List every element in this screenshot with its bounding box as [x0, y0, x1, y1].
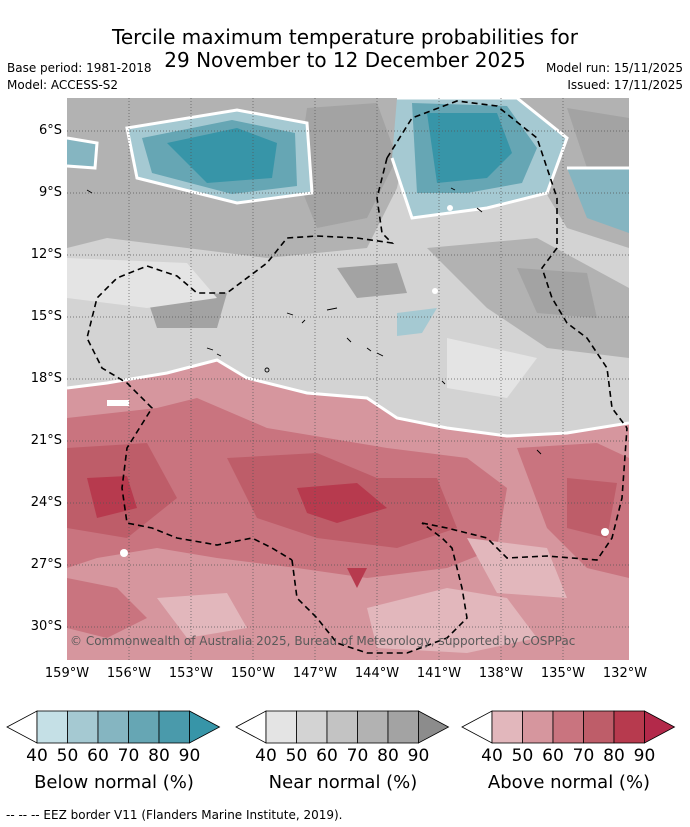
lon-label: 159°W [44, 666, 90, 681]
lon-label: 150°W [230, 666, 276, 681]
colorbar-tick-label: 60 [542, 746, 564, 766]
colorbar-above [461, 710, 676, 744]
colorbar-tick-label: 90 [633, 746, 656, 766]
colorbar-tick-label: 90 [178, 746, 201, 766]
colorbar-tick-label: 80 [377, 746, 399, 766]
colorbar-tick-label: 70 [117, 746, 140, 766]
colorbar-tick-label: 60 [87, 746, 109, 766]
lat-label: 24°S [30, 495, 62, 510]
colorbar-segment [552, 710, 584, 744]
lon-label: 147°W [292, 666, 338, 681]
colorbar-segment [296, 710, 328, 744]
above-normal-low [157, 538, 567, 653]
colorbar-tick-label: 60 [316, 746, 338, 766]
lat-label: 18°S [30, 371, 62, 386]
colorbar-segment [128, 710, 160, 744]
colorbar-above-label: Above normal (%) [487, 772, 651, 793]
colorbar-segment [461, 710, 493, 744]
lat-label: 27°S [30, 557, 62, 572]
small-white-patches [107, 205, 609, 557]
colorbars-svg [6, 710, 676, 744]
below-normal-north [392, 98, 629, 336]
base-period: Base period: 1981-2018 [7, 61, 152, 75]
lat-label: 12°S [30, 247, 62, 262]
colorbar-tick-label: 70 [572, 746, 595, 766]
colorbar-segment [583, 710, 615, 744]
eez-borders [86, 100, 628, 654]
islands [86, 187, 542, 455]
lon-label: 153°W [168, 666, 214, 681]
colorbar-segment [36, 710, 68, 744]
colorbar-segment [97, 710, 129, 744]
map-svg [67, 98, 629, 660]
eez-footnote: -- -- -- EEZ border V11 (Flanders Marine… [6, 808, 343, 822]
colorbar-segment [357, 710, 389, 744]
colorbar-tick-label: 50 [56, 746, 79, 766]
lon-label: 156°W [106, 666, 152, 681]
colorbar-tick-label: 90 [407, 746, 430, 766]
lat-label: 6°S [38, 123, 62, 138]
gridlines [67, 98, 629, 660]
colorbar-tick-label: 40 [481, 746, 503, 766]
colorbar-segment [189, 710, 221, 744]
colorbar-tick-label: 50 [511, 746, 534, 766]
colorbar-tick-label: 50 [285, 746, 308, 766]
colorbar-tick-label: 80 [148, 746, 170, 766]
colorbar-segment [265, 710, 297, 744]
colorbar-segment [235, 710, 267, 744]
colorbar-segment [387, 710, 419, 744]
colorbar-segment [326, 710, 358, 744]
colorbar-near-label: Near normal (%) [268, 772, 418, 793]
colorbar-below-label: Below normal (%) [34, 772, 194, 793]
lat-label: 9°S [38, 185, 62, 200]
near-normal-low-areas [67, 258, 537, 398]
colorbar-tick-label: 70 [346, 746, 369, 766]
model-run: Model run: 15/11/2025 [545, 61, 683, 75]
probability-map [67, 98, 629, 660]
colorbar-near [235, 710, 450, 744]
colorbar-segment [491, 710, 523, 744]
copyright-note: © Commonwealth of Australia 2025, Bureau… [70, 634, 576, 648]
colorbar-tick-label: 40 [26, 746, 48, 766]
lon-label: 141°W [416, 666, 462, 681]
colorbar-segment [6, 710, 38, 744]
lon-label: 132°W [602, 666, 648, 681]
colorbar-segment [418, 710, 450, 744]
colorbar-tick-label: 80 [603, 746, 625, 766]
lat-label: 15°S [30, 309, 62, 324]
colorbar-segment [613, 710, 645, 744]
lon-label: 135°W [540, 666, 586, 681]
lat-label: 21°S [30, 433, 62, 448]
lon-label: 144°W [354, 666, 400, 681]
model-name: Model: ACCESS-S2 [7, 78, 119, 92]
lon-label: 138°W [478, 666, 524, 681]
below-normal-west [67, 110, 312, 203]
colorbar-segment [522, 710, 554, 744]
colorbar-tick-label: 40 [255, 746, 277, 766]
colorbar-segment [158, 710, 190, 744]
colorbar-below [6, 710, 221, 744]
colorbar-segment [67, 710, 99, 744]
colorbar-segment [644, 710, 676, 744]
issued-date: Issued: 17/11/2025 [567, 78, 683, 92]
title-line-1: Tercile maximum temperature probabilitie… [112, 25, 578, 49]
lat-label: 30°S [30, 619, 62, 634]
title-line-2: 29 November to 12 December 2025 [164, 48, 526, 72]
